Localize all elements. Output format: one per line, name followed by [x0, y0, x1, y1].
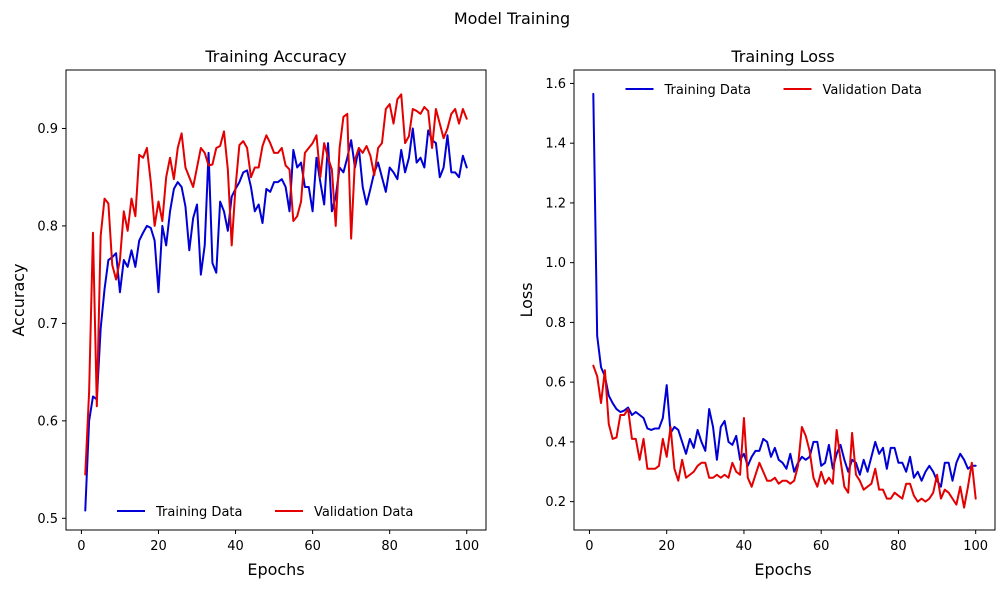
loss-chart: Training Loss Epochs Loss 0 20 40 60 80 100 0.… — [517, 47, 996, 579]
figure-title: Model Training — [454, 9, 570, 28]
loss-y-tick-label: 1.6 — [545, 77, 566, 92]
accuracy-y-tick-label: 0.7 — [37, 317, 58, 332]
accuracy-x-tick-label: 100 — [454, 539, 479, 554]
accuracy-series-validation-line — [84, 93, 468, 476]
loss-y-tick-label: 0.2 — [545, 495, 566, 510]
loss-x-tick-label: 80 — [890, 539, 907, 554]
loss-y-tick-label: 1.2 — [545, 196, 566, 211]
accuracy-x-axis-label: Epochs — [247, 560, 304, 579]
loss-y-axis-label: Loss — [517, 282, 536, 317]
accuracy-y-tick-label: 0.8 — [37, 219, 58, 234]
accuracy-y-tick-label: 0.5 — [37, 512, 58, 527]
accuracy-x-tick-label: 60 — [304, 539, 321, 554]
loss-x-tick-label: 0 — [585, 539, 593, 554]
accuracy-y-tick-label: 0.6 — [37, 414, 58, 429]
loss-legend-label-training: Training Data — [664, 83, 751, 98]
loss-chart-title: Training Loss — [730, 47, 834, 66]
accuracy-x-tick-label: 40 — [227, 539, 244, 554]
loss-legend-label-validation: Validation Data — [823, 83, 922, 98]
loss-y-tick-label: 0.4 — [545, 435, 566, 450]
loss-x-tick-label: 40 — [736, 539, 753, 554]
accuracy-legend-label-training: Training Data — [155, 505, 242, 520]
loss-y-tick-label: 0.8 — [545, 316, 566, 331]
accuracy-x-tick-label: 80 — [381, 539, 398, 554]
loss-y-tick-label: 1.0 — [545, 256, 566, 271]
accuracy-y-tick-label: 0.9 — [37, 122, 58, 137]
loss-x-axis-label: Epochs — [754, 560, 811, 579]
loss-series-training-line — [592, 92, 977, 488]
accuracy-legend-label-validation: Validation Data — [314, 505, 413, 520]
accuracy-chart-title: Training Accuracy — [204, 47, 346, 66]
loss-x-tick-label: 100 — [963, 539, 988, 554]
loss-y-tick-label: 0.6 — [545, 376, 566, 391]
accuracy-chart: Training Accuracy Epochs Accuracy 0 20 40 6… — [9, 47, 487, 579]
accuracy-plot-frame — [65, 69, 487, 531]
accuracy-series-training-line — [84, 127, 468, 512]
loss-x-tick-label: 60 — [813, 539, 830, 554]
accuracy-y-axis-label: Accuracy — [9, 263, 28, 336]
accuracy-x-tick-label: 0 — [77, 539, 85, 554]
loss-x-tick-label: 20 — [658, 539, 675, 554]
loss-y-tick-label: 1.4 — [545, 137, 566, 152]
loss-plot-frame — [573, 69, 996, 531]
loss-series-validation-line — [592, 364, 977, 509]
accuracy-x-tick-label: 20 — [150, 539, 167, 554]
